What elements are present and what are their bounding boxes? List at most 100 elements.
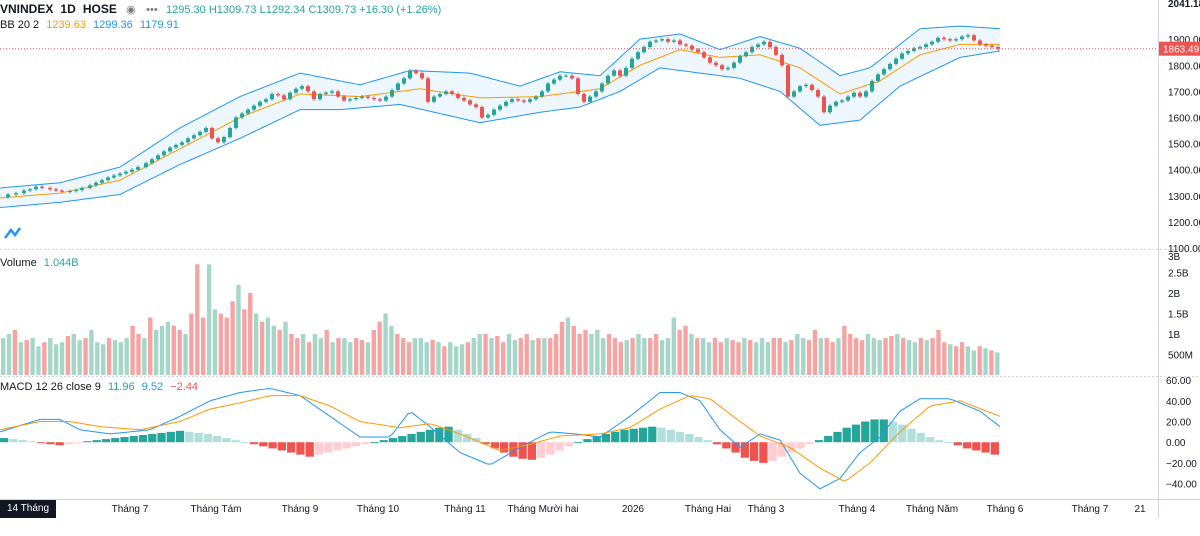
candle-body: [198, 131, 202, 136]
macd-hist-bar: [83, 441, 92, 443]
symbol-name[interactable]: VNINDEX: [0, 2, 54, 16]
macd-hist-bar: [953, 442, 962, 446]
volume-bar: [448, 342, 453, 375]
chart-canvas[interactable]: 1100.00 1200.00 1300.00 1400.00 1500.00 1600.…: [0, 0, 1200, 518]
candle-body: [912, 48, 916, 51]
volume-bar: [89, 329, 94, 375]
macd-hist-bar: [787, 442, 796, 453]
volume-bar: [459, 344, 465, 375]
macd-hist-bar: [55, 442, 64, 446]
macd-hist-bar: [481, 442, 490, 445]
macd-tick-label: −20.00: [1166, 459, 1197, 470]
volume-bar: [812, 329, 818, 375]
volume-bar: [118, 342, 124, 375]
volume-bar: [671, 317, 676, 375]
candle-body: [876, 74, 880, 81]
volume-bar: [677, 329, 682, 375]
volume-bar: [618, 342, 624, 375]
volume-bar: [836, 338, 841, 375]
candle-body: [756, 44, 760, 47]
volume-bar: [259, 321, 265, 375]
candle-body: [366, 96, 370, 98]
volume-tick-label: 2.5B: [1168, 269, 1189, 280]
candle-body: [336, 91, 340, 97]
volume-bar: [889, 336, 894, 375]
time-tick-label: 21: [1134, 504, 1146, 515]
volume-bar: [559, 321, 565, 375]
macd-hist-bar: [824, 436, 833, 443]
candle-body: [594, 91, 598, 97]
chart-logo-icon[interactable]: [4, 226, 22, 240]
macd-hist-bar: [620, 429, 629, 443]
candle-body: [14, 193, 18, 195]
volume-bar: [718, 342, 724, 375]
volume-bar: [995, 352, 1000, 375]
candle-body: [324, 92, 328, 94]
volume-tick-label: 1.5B: [1168, 310, 1189, 321]
macd-hist-bar: [296, 442, 305, 455]
volume-bar: [442, 346, 447, 375]
macd-hist-bar: [592, 436, 601, 443]
macd-hist-bar: [759, 442, 768, 463]
volume-bar: [136, 334, 141, 375]
volume-label[interactable]: Volume: [0, 257, 37, 269]
volume-bar: [965, 346, 971, 375]
volume-bar: [753, 342, 759, 375]
candle-body: [858, 92, 862, 97]
macd-tick-label: 60.00: [1166, 376, 1191, 387]
price-tick-label: 1600.00: [1168, 113, 1200, 124]
interval-label[interactable]: 1D: [60, 2, 76, 16]
volume-bar: [824, 338, 829, 375]
candle-body: [480, 107, 484, 118]
candle-body: [522, 100, 526, 102]
candle-body: [124, 171, 128, 174]
volume-bar: [595, 329, 600, 375]
volume-bar: [353, 338, 359, 375]
candle-body: [786, 65, 790, 97]
volume-bar: [406, 342, 412, 375]
candle-body: [762, 41, 766, 45]
macd-hist-bar: [870, 419, 879, 443]
macd-hist-bar: [500, 442, 509, 453]
candle-body: [900, 53, 904, 59]
bb-label[interactable]: BB 20 2: [0, 19, 40, 31]
more-icon[interactable]: •••: [146, 4, 158, 16]
candle-body: [606, 75, 610, 84]
macd-hist-bar: [962, 442, 972, 449]
volume-bar: [342, 338, 347, 375]
price-top-label: 2041.18: [1168, 0, 1200, 10]
volume-tick-label: 500M: [1168, 351, 1193, 362]
macd-hist-bar: [472, 438, 481, 443]
signal-value: 9.52: [141, 381, 164, 393]
candle-body: [342, 96, 346, 101]
macd-hist-bar: [333, 442, 342, 451]
bb-legend: BB 20 2 1239.63 1299.36 1179.91: [0, 19, 183, 31]
candle-body: [156, 155, 160, 160]
macd-hist-bar: [796, 442, 805, 449]
candle-body: [450, 91, 454, 94]
macd-hist-bar: [92, 440, 101, 443]
candle-body: [420, 73, 424, 79]
candle-body: [642, 46, 646, 53]
volume-bar: [577, 334, 582, 375]
macd-hist-bar: [898, 424, 907, 443]
macd-label[interactable]: MACD 12 26 close 9: [0, 381, 101, 393]
bb-basis-value: 1239.63: [46, 19, 86, 31]
volume-legend: Volume 1.044B: [0, 257, 83, 269]
macd-hist-bar: [351, 442, 361, 447]
candle-body: [48, 187, 52, 190]
macd-hist-bar: [666, 429, 675, 443]
volume-bar: [206, 264, 212, 375]
candle-body: [570, 75, 574, 79]
candle-body: [984, 44, 988, 46]
volume-bar: [706, 342, 712, 375]
candle-body: [804, 84, 808, 87]
eye-icon[interactable]: ◉: [126, 4, 136, 16]
volume-bar: [153, 329, 159, 375]
volume-bar: [401, 338, 406, 375]
volume-bar: [865, 334, 871, 375]
macd-hist-bar: [324, 442, 333, 453]
bb-basis-line: [0, 43, 1000, 199]
macd-hist-bar: [833, 431, 842, 443]
candle-body: [972, 35, 976, 41]
